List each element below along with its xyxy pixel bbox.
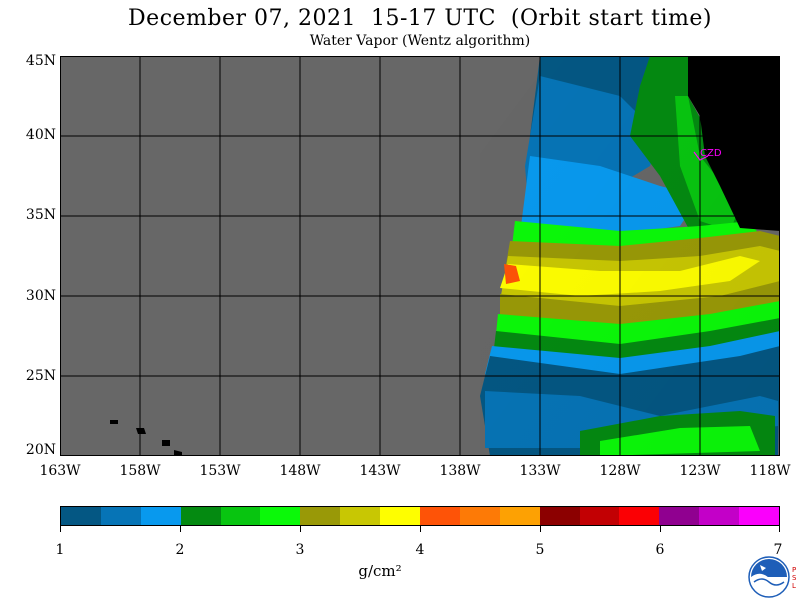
map-title: December 07, 2021 15-17 UTC (Orbit start… bbox=[128, 6, 712, 31]
lon-label-128w: 128W bbox=[599, 463, 641, 479]
colorbar-tick bbox=[420, 526, 421, 532]
colorbar-swatch-11 bbox=[459, 507, 500, 525]
lon-label-163w: 163W bbox=[39, 463, 81, 479]
lon-label-148w: 148W bbox=[279, 463, 321, 479]
colorbar-swatch-16 bbox=[659, 507, 700, 525]
colorbar-label-7: 7 bbox=[773, 542, 783, 558]
hawaii-island-1 bbox=[110, 420, 118, 424]
station-label: CZD bbox=[700, 148, 722, 159]
colorbar-tick bbox=[300, 526, 301, 532]
hawaii-island-2 bbox=[136, 428, 146, 434]
colorbar-swatch-1 bbox=[61, 507, 101, 525]
lon-label-118w: 118W bbox=[749, 463, 791, 479]
noaa-logo-icon bbox=[748, 556, 790, 598]
lon-label-123w: 123W bbox=[679, 463, 721, 479]
lat-label-25n: 25N bbox=[25, 368, 56, 384]
lat-label-30n: 30N bbox=[25, 288, 56, 304]
colorbar-swatch-7 bbox=[300, 507, 341, 525]
map-canvas: CZD bbox=[60, 56, 780, 456]
colorbar-tick bbox=[660, 526, 661, 532]
colorbar-swatch-12 bbox=[499, 507, 540, 525]
colorbar-swatch-15 bbox=[619, 507, 660, 525]
colorbar-swatch-8 bbox=[340, 507, 381, 525]
lon-label-133w: 133W bbox=[519, 463, 561, 479]
colorbar-label-4: 4 bbox=[415, 542, 425, 558]
colorbar-units: g/cm² bbox=[358, 562, 402, 580]
station-czd: CZD bbox=[693, 148, 722, 161]
color-scale-bar bbox=[60, 506, 780, 526]
colorbar-label-5: 5 bbox=[535, 542, 545, 558]
north-america-land bbox=[688, 56, 780, 231]
colorbar-swatch-5 bbox=[220, 507, 261, 525]
lat-label-45n: 45N bbox=[25, 53, 56, 69]
colorbar-tick bbox=[540, 526, 541, 532]
colorbar-swatch-4 bbox=[180, 507, 221, 525]
colorbar-swatch-17 bbox=[699, 507, 740, 525]
lat-label-35n: 35N bbox=[25, 207, 56, 223]
colorbar-label-1: 1 bbox=[55, 542, 65, 558]
water-vapor-map: CZD bbox=[60, 56, 780, 456]
graticule bbox=[60, 56, 780, 456]
lat-label-20n: 20N bbox=[25, 442, 56, 458]
colorbar-swatch-9 bbox=[380, 507, 421, 525]
lon-label-153w: 153W bbox=[199, 463, 241, 479]
colorbar-swatch-10 bbox=[420, 507, 460, 525]
lat-label-40n: 40N bbox=[25, 127, 56, 143]
hawaii-island-3 bbox=[162, 440, 170, 446]
lon-label-143w: 143W bbox=[359, 463, 401, 479]
colorbar-label-2: 2 bbox=[175, 542, 185, 558]
land bbox=[110, 56, 780, 456]
colorbar-swatch-13 bbox=[539, 507, 580, 525]
colorbar-swatch-14 bbox=[579, 507, 620, 525]
colorbar-swatch-18 bbox=[739, 507, 780, 525]
station-marker-icon bbox=[693, 151, 709, 161]
colorbar-tick bbox=[180, 526, 181, 532]
map-subtitle: Water Vapor (Wentz algorithm) bbox=[309, 33, 531, 49]
lon-label-158w: 158W bbox=[119, 463, 161, 479]
colorbar-swatch-6 bbox=[260, 507, 301, 525]
swath bbox=[480, 56, 780, 456]
colorbar-label-6: 6 bbox=[655, 542, 665, 558]
colorbar-swatch-2 bbox=[100, 507, 141, 525]
hawaii-island-4 bbox=[174, 450, 182, 456]
colorbar-tick bbox=[779, 526, 780, 532]
lon-label-138w: 138W bbox=[439, 463, 481, 479]
map-border bbox=[60, 56, 780, 456]
colorbar-tick bbox=[60, 526, 61, 532]
colorbar-label-3: 3 bbox=[295, 542, 305, 558]
colorbar-swatch-3 bbox=[140, 507, 181, 525]
